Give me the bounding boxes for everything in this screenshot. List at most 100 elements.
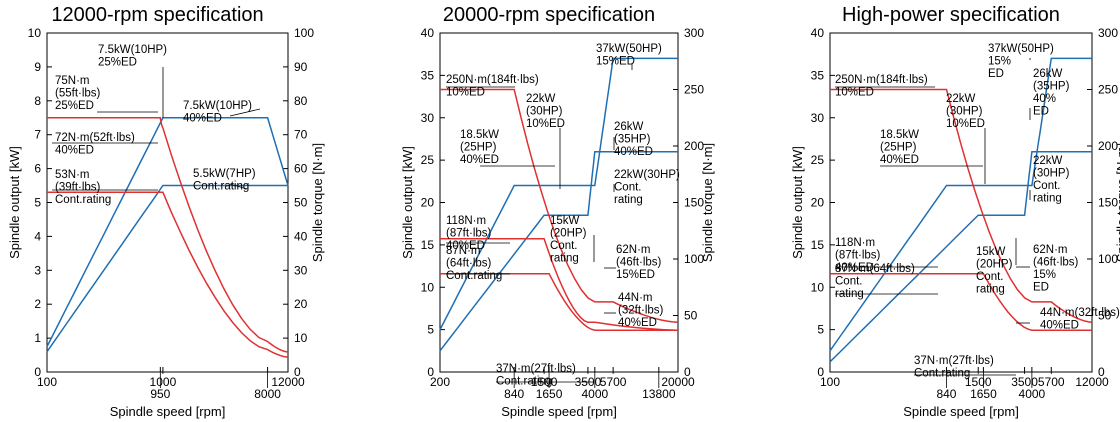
y2-tick-label: 70 bbox=[294, 128, 308, 142]
annotation-11-line: 44N·m(32ft·lbs) bbox=[1040, 307, 1120, 319]
y-tick-label: 5 bbox=[34, 196, 41, 210]
annotation-2-line: 75N·m bbox=[55, 75, 90, 87]
y-tick-label: 40 bbox=[811, 26, 825, 40]
y-tick-label: 10 bbox=[28, 26, 42, 40]
annotation-8-line: (64ft·lbs) bbox=[446, 258, 492, 270]
y-tick-label: 5 bbox=[427, 323, 434, 337]
annotation-10-line: (46ft·lbs) bbox=[616, 257, 662, 269]
y-tick-label: 30 bbox=[811, 111, 825, 125]
annotation-5-line: 40%ED bbox=[614, 146, 653, 158]
annotation-10-line: (46ft·lbs) bbox=[1033, 257, 1079, 269]
y2-tick-label: 30 bbox=[294, 263, 308, 277]
annotation-1-line: 7.5kW(10HP) bbox=[98, 44, 167, 56]
annotation-4-line: 37kW(50HP) bbox=[988, 43, 1054, 55]
y2-tick-label: 50 bbox=[1098, 309, 1112, 323]
y-tick-label: 25 bbox=[421, 153, 435, 167]
y2-tick-label: 40 bbox=[294, 229, 308, 243]
annotation-2-line: (30HP) bbox=[946, 106, 983, 118]
series-line-1 bbox=[439, 57, 678, 330]
annotation-2-line: 22kW bbox=[526, 93, 556, 105]
y-axis-label-left: Spindle output [kW] bbox=[400, 146, 415, 259]
annotation-6-line: Cont. bbox=[1033, 180, 1061, 192]
x-tick-label: 840 bbox=[936, 387, 956, 401]
y2-tick-label: 300 bbox=[684, 26, 704, 40]
x-axis-label: Spindle speed [rpm] bbox=[110, 404, 226, 419]
series-line-4 bbox=[830, 272, 1092, 331]
y-axis-label-right: Spindle torque [N·m] bbox=[1114, 143, 1120, 262]
series-line-3 bbox=[47, 117, 289, 353]
y-axis-label-left: Spindle output [kW] bbox=[7, 146, 22, 259]
y-tick-label: 5 bbox=[817, 323, 824, 337]
y2-tick-label: 0 bbox=[684, 365, 691, 379]
chart-panel-1: 12000-rpm specification01234567891001020… bbox=[7, 4, 325, 419]
y-tick-label: 10 bbox=[421, 280, 435, 294]
y2-tick-label: 150 bbox=[1098, 196, 1118, 210]
x-tick-label: 12000 bbox=[1075, 375, 1109, 389]
annotation-6-line: Cont.rating bbox=[193, 181, 249, 193]
annotation-12-line: 37N·m(27ft·lbs) bbox=[496, 363, 576, 375]
annotation-8-line: Cont.rating bbox=[446, 270, 502, 282]
x-tick-label: 1650 bbox=[970, 387, 997, 401]
annotation-6-line: (30HP) bbox=[1033, 168, 1070, 180]
annotation-9-line: Cont. bbox=[550, 240, 578, 252]
annotation-9-line: (20HP) bbox=[550, 228, 587, 240]
annotation-8-line: 87N·m(64ft·lbs) bbox=[835, 263, 915, 275]
y2-tick-label: 200 bbox=[1098, 139, 1118, 153]
y-axis-label-right: Spindle torque [N·m] bbox=[310, 143, 325, 262]
annotation-9-line: (20HP) bbox=[976, 259, 1013, 271]
x-tick-label: 20000 bbox=[661, 375, 695, 389]
series-line-1 bbox=[829, 57, 1092, 352]
y-axis-label-right: Spindle torque [N·m] bbox=[700, 143, 715, 262]
series-line-3 bbox=[830, 88, 1093, 324]
annotation-6-line: rating bbox=[1033, 193, 1062, 205]
annotation-1-line: 10%ED bbox=[835, 87, 874, 99]
y-tick-label: 15 bbox=[421, 238, 435, 252]
x-tick-label: 5700 bbox=[600, 375, 627, 389]
annotation-6-line: 22kW bbox=[1033, 155, 1063, 167]
x-tick-label: 100 bbox=[820, 375, 840, 389]
y2-tick-label: 100 bbox=[294, 26, 314, 40]
x-tick-label: 5700 bbox=[1038, 375, 1065, 389]
x-axis-label: Spindle speed [rpm] bbox=[501, 404, 617, 419]
annotation-4-line: 37kW(50HP) bbox=[596, 43, 662, 55]
y2-tick-label: 100 bbox=[684, 252, 704, 266]
x-tick-label: 950 bbox=[150, 387, 170, 401]
series-line-2 bbox=[439, 150, 678, 352]
y-axis-label-left: Spindle output [kW] bbox=[790, 146, 805, 259]
x-tick-label: 200 bbox=[430, 375, 450, 389]
y2-tick-label: 100 bbox=[1098, 252, 1118, 266]
y-tick-label: 7 bbox=[34, 128, 41, 142]
x-tick-label: 12000 bbox=[271, 375, 305, 389]
y-tick-label: 0 bbox=[817, 365, 824, 379]
annotation-7-line: 118N·m bbox=[446, 215, 486, 227]
series-line-2 bbox=[829, 150, 1092, 363]
chart-title: 12000-rpm specification bbox=[51, 4, 263, 26]
annotation-5-line: 26kW bbox=[1033, 68, 1063, 80]
y-tick-label: 40 bbox=[421, 26, 435, 40]
annotation-5-line: 53N·m bbox=[55, 169, 90, 181]
series-line-3 bbox=[440, 88, 679, 324]
x-tick-label: 4000 bbox=[581, 387, 608, 401]
annotation-1-line: 250N·m(184ft·lbs) bbox=[446, 74, 539, 86]
y2-tick-label: 250 bbox=[684, 83, 704, 97]
annotation-6-line: 22kW(30HP) bbox=[614, 169, 680, 181]
y-tick-label: 15 bbox=[811, 238, 825, 252]
annotation-12-line: Cont.rating bbox=[496, 376, 552, 388]
annotation-3-line: 18.5kW bbox=[880, 129, 919, 141]
annotation-2-line: 10%ED bbox=[526, 118, 565, 130]
chart-panel-3: High-power specification 0 5 10 15 20 25 30 35 40… bbox=[790, 4, 1120, 419]
y2-tick-label: 20 bbox=[294, 297, 308, 311]
annotation-10-line: 15%ED bbox=[616, 269, 655, 281]
annotation-10-line: 62N·m bbox=[616, 244, 651, 256]
annotation-7-line: 40%ED bbox=[446, 240, 485, 252]
x-axis-label: Spindle speed [rpm] bbox=[903, 404, 1019, 419]
annotation-leader bbox=[229, 108, 261, 117]
annotation-10-line: 62N·m bbox=[1033, 244, 1068, 256]
y-tick-label: 10 bbox=[811, 280, 825, 294]
annotation-7-line: 40%ED bbox=[835, 262, 874, 274]
annotation-1-line: 25%ED bbox=[98, 57, 137, 69]
y-tick-label: 2 bbox=[34, 297, 41, 311]
series-line-1 bbox=[46, 117, 289, 347]
y-tick-label: 1 bbox=[34, 331, 41, 345]
